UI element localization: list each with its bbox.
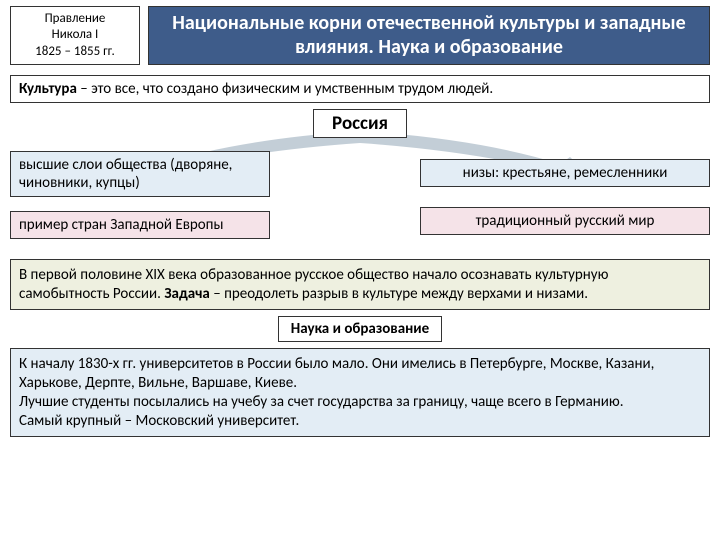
western-example-box: пример стран Западной Европы: [10, 211, 270, 239]
russian-world-box: традиционный русский мир: [420, 207, 710, 235]
paragraph-universities: К началу 1830-х гг. университетов в Росс…: [10, 348, 710, 437]
upper-class-box: высшие слои общества (дворяне, чиновники…: [10, 151, 270, 197]
main-title: Национальные корни отечественной культур…: [148, 6, 710, 65]
para1-bold: Задача: [164, 285, 210, 303]
russia-diagram: Россия высшие слои общества (дворяне, чи…: [10, 109, 710, 255]
para1-post: – преодолеть разрыв в культуре между вер…: [210, 285, 588, 303]
reign-line3: 1825 – 1855 гг.: [13, 44, 137, 60]
culture-definition: Культура – это все, что создано физическ…: [10, 75, 710, 103]
lower-class-box: низы: крестьяне, ремесленники: [420, 159, 710, 187]
science-heading: Наука и образование: [278, 316, 442, 342]
reign-box: Правление Никола I 1825 – 1855 гг.: [10, 6, 140, 65]
definition-term: Культура: [19, 80, 77, 98]
reign-line1: Правление: [13, 11, 137, 27]
definition-text: – это все, что создано физическим и умст…: [77, 80, 493, 98]
reign-line2: Никола I: [13, 27, 137, 43]
russia-label: Россия: [313, 109, 407, 138]
paragraph-task: В первой половине XIX века образованное …: [10, 259, 710, 311]
